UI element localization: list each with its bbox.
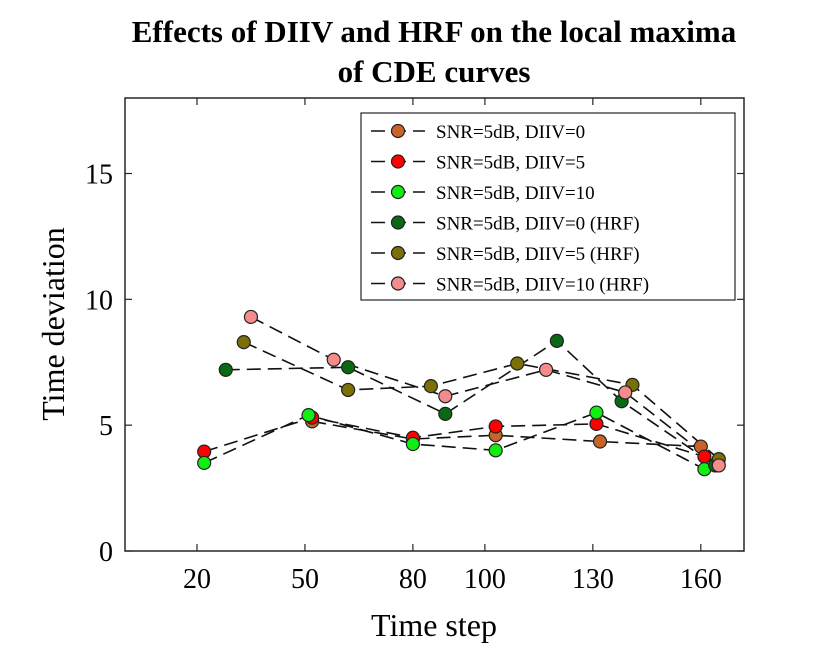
y-axis-label: Time deviation [35,227,71,420]
data-point-snr-5db-diiv-5 [488,419,503,434]
series-line-snr-5db-diiv-0-hrf [225,339,716,467]
y-tick-label: 15 [85,160,113,191]
legend-box [360,112,736,301]
data-point-snr-5db-diiv-5-hrf [341,382,356,398]
chart-title-line-2: of CDE curves [338,54,531,89]
data-point-snr-5db-diiv-10-hrf [618,385,633,400]
data-point-snr-5db-diiv-10 [488,443,503,458]
data-point-snr-5db-diiv-10-hrf [326,352,341,367]
x-tick-label: 130 [572,564,614,595]
legend-label: SNR=5dB, DIIV=10 (HRF) [436,275,649,296]
legend-label: SNR=5dB, DIIV=0 (HRF) [436,214,640,235]
x-tick-label: 80 [399,564,427,595]
series-line-snr-5db-diiv-5 [203,416,705,458]
legend-marker [390,184,406,200]
x-axis-label: Time step [371,607,497,643]
x-tick-label: 100 [464,564,506,595]
data-point-snr-5db-diiv-0-hrf [341,360,356,375]
legend: SNR=5dB, DIIV=0 SNR=5dB, DIIV=5 SNR=5dB, D… [360,112,736,301]
legend-marker [390,276,406,291]
series-layer [197,309,726,477]
data-point-snr-5db-diiv-10 [405,436,421,452]
data-point-snr-5db-diiv-10-hrf [538,362,554,377]
plot-area-frame [124,97,745,552]
chart-title-line-1: Effects of DIIV and HRF on the local max… [132,14,737,49]
data-point-snr-5db-diiv-5 [697,449,712,464]
data-point-snr-5db-diiv-10-hrf [711,458,726,473]
data-point-snr-5db-diiv-5-hrf [510,356,525,371]
series-line-snr-5db-diiv-0 [312,420,701,448]
y-axis: 0 5 10 15 [85,160,744,568]
data-point-snr-5db-diiv-0 [592,434,608,449]
legend-label: SNR=5dB, DIIV=10 [436,183,595,204]
series-line-snr-5db-diiv-5-hrf [243,341,720,460]
data-point-snr-5db-diiv-10 [589,405,604,420]
data-point-snr-5db-diiv-10 [301,408,316,423]
legend-label: SNR=5dB, DIIV=5 [436,153,585,174]
legend-label: SNR=5dB, DIIV=0 [436,122,585,143]
series-line-snr-5db-diiv-10-hrf [250,316,720,467]
y-tick-label: 5 [99,411,113,442]
data-point-snr-5db-diiv-0-hrf [218,362,233,377]
data-point-snr-5db-diiv-10-hrf [243,309,259,325]
data-point-snr-5db-diiv-10-hrf [438,389,453,404]
legend-marker [390,154,406,169]
legend-label: SNR=5dB, DIIV=5 (HRF) [436,244,640,265]
data-point-snr-5db-diiv-5-hrf [423,379,439,394]
x-tick-label: 160 [680,564,722,595]
legend-marker [390,215,406,230]
x-axis: 20 50 80 100 130 160 [183,98,722,595]
data-point-snr-5db-diiv-5-hrf [236,335,251,350]
y-tick-label: 10 [85,285,113,316]
series-line-snr-5db-diiv-10 [203,411,705,470]
legend-marker [390,245,406,261]
data-point-snr-5db-diiv-0-hrf [438,406,453,421]
data-point-snr-5db-diiv-0-hrf [549,333,564,348]
y-tick-label: 0 [99,537,113,568]
data-point-snr-5db-diiv-10 [197,455,212,471]
x-tick-label: 20 [183,564,211,595]
x-tick-label: 50 [291,564,319,595]
legend-marker [390,123,406,139]
